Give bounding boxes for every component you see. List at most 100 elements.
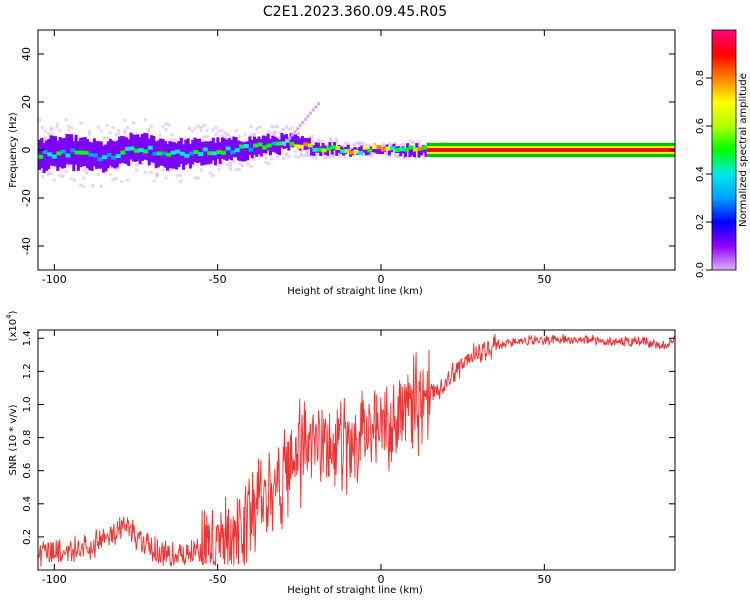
spectrogram-cell (147, 138, 151, 166)
spectrogram-cell (259, 139, 263, 157)
spectrogram-cell (326, 155, 330, 159)
spectrogram-cell (42, 150, 48, 155)
spectrogram-cell (296, 127, 300, 131)
spectrogram-cell (417, 142, 421, 146)
spectrogram-cell (358, 150, 364, 155)
spectrogram-cell (70, 126, 74, 130)
spectrogram-cell (161, 125, 165, 129)
y-tick-label: 0.8 (22, 430, 33, 446)
spectrogram-cell (300, 136, 304, 149)
spectrogram-cell (96, 125, 100, 129)
spectrogram-cell (237, 168, 241, 172)
spectrogram-cell (137, 134, 141, 138)
spectrogram-cell (402, 142, 406, 146)
spectrogram-cell (149, 124, 153, 128)
spectrogram-cell (140, 133, 144, 161)
spectrogram-cell (422, 145, 428, 150)
spectrogram-cell (252, 157, 256, 161)
spectrogram-cell (43, 129, 47, 133)
spectrogram-cell (123, 129, 127, 133)
spectrogram-cell (193, 149, 199, 154)
spectrogram-cell (296, 136, 300, 149)
spectrogram-cell (289, 141, 295, 146)
spectrogram-cell (44, 140, 48, 171)
spectrogram-cell (79, 121, 83, 125)
spectrogram-cell (264, 136, 268, 154)
spectrogram-cell (211, 151, 217, 156)
spectrogram-cell (255, 127, 259, 131)
spectrogram-cell (220, 160, 224, 164)
spectrogram-cell (207, 151, 213, 156)
spectrogram-cell (202, 138, 206, 142)
spectrogram-cell (97, 157, 103, 162)
spectrogram-cell (232, 160, 236, 164)
spectrogram-cell (161, 151, 167, 156)
spectrogram-cell (229, 161, 233, 165)
spectrogram-y-ticks: -40 -20 0 20 40 (20, 47, 675, 255)
spectrogram-cell (105, 136, 109, 140)
spectrogram-cell (343, 155, 347, 159)
spectrogram-cell (312, 147, 318, 152)
spectrogram-cell (188, 151, 194, 156)
spectrogram-cell (152, 135, 156, 163)
spectrogram-cell (411, 140, 415, 144)
spectrogram-cell (358, 141, 362, 145)
spectrogram-cell (225, 146, 231, 151)
spectrogram-cell (408, 149, 412, 157)
spectrogram-cell (73, 178, 77, 182)
spectrogram-cell (237, 161, 241, 165)
spectrogram-cell (249, 124, 253, 128)
spectrogram-cell (249, 134, 253, 138)
spectrogram-cell (175, 143, 179, 170)
spectrogram-cell (216, 150, 222, 155)
spectrogram-cell (83, 150, 89, 155)
spectrogram-cell (419, 147, 423, 156)
spectrogram-cell (190, 164, 194, 168)
spectrogram-cell (226, 163, 230, 167)
spectrogram-x-ticks: -100 -50 0 50 (42, 30, 551, 286)
spectrogram-cell (138, 148, 144, 153)
spectrogram-cell (55, 125, 59, 129)
spectrogram-cell (179, 151, 185, 156)
spectrogram-cell (85, 166, 89, 170)
spectrogram-cell (217, 129, 221, 133)
spectrogram-cell (305, 154, 309, 158)
spectrogram-cell (264, 156, 268, 160)
spectrogram-cell (175, 149, 181, 154)
spectrogram-cell (284, 125, 288, 129)
spectrogram-cell (92, 138, 96, 167)
spectrogram-cell (76, 141, 80, 171)
spectrogram-cell (74, 134, 78, 165)
spectrogram-cell (179, 136, 183, 140)
spectrogram-cell (270, 131, 274, 135)
spectrogram-cell (317, 152, 321, 156)
spectrogram-cell (111, 126, 115, 130)
spectrogram-cell (376, 145, 382, 150)
spectrogram-cell (367, 148, 373, 153)
spectrogram-cell (349, 148, 353, 152)
spectrogram-cell (143, 170, 147, 174)
spectrogram-cell (161, 168, 165, 172)
spectrogram-cell (129, 132, 133, 160)
spectrogram-cell (282, 157, 286, 161)
snr-series-line (38, 333, 675, 567)
spectrogram-cell (51, 135, 55, 167)
spectrogram-cell (46, 173, 50, 177)
spectrogram-cell (202, 141, 206, 166)
spectrogram-cell (196, 176, 200, 180)
spectrogram-cell (72, 141, 76, 172)
colorbar-tick-label: 0.2 (695, 214, 706, 230)
spectrogram-cell (276, 136, 280, 140)
spectrogram-cell (223, 131, 227, 135)
spectrogram-cell (314, 156, 318, 160)
spectrogram-cell (164, 128, 168, 132)
spectrogram-cell (258, 125, 262, 129)
spectrogram-cell (164, 122, 168, 126)
spectrogram-cell (122, 136, 126, 164)
spectrogram-cell (193, 176, 197, 180)
spectrogram-cell (114, 177, 118, 181)
spectrogram-cell (118, 136, 122, 164)
spectrogram-cell (248, 136, 252, 156)
spectrogram-cell (410, 147, 414, 156)
spectrogram-x-axis-label: Height of straight line (km) (287, 286, 423, 297)
